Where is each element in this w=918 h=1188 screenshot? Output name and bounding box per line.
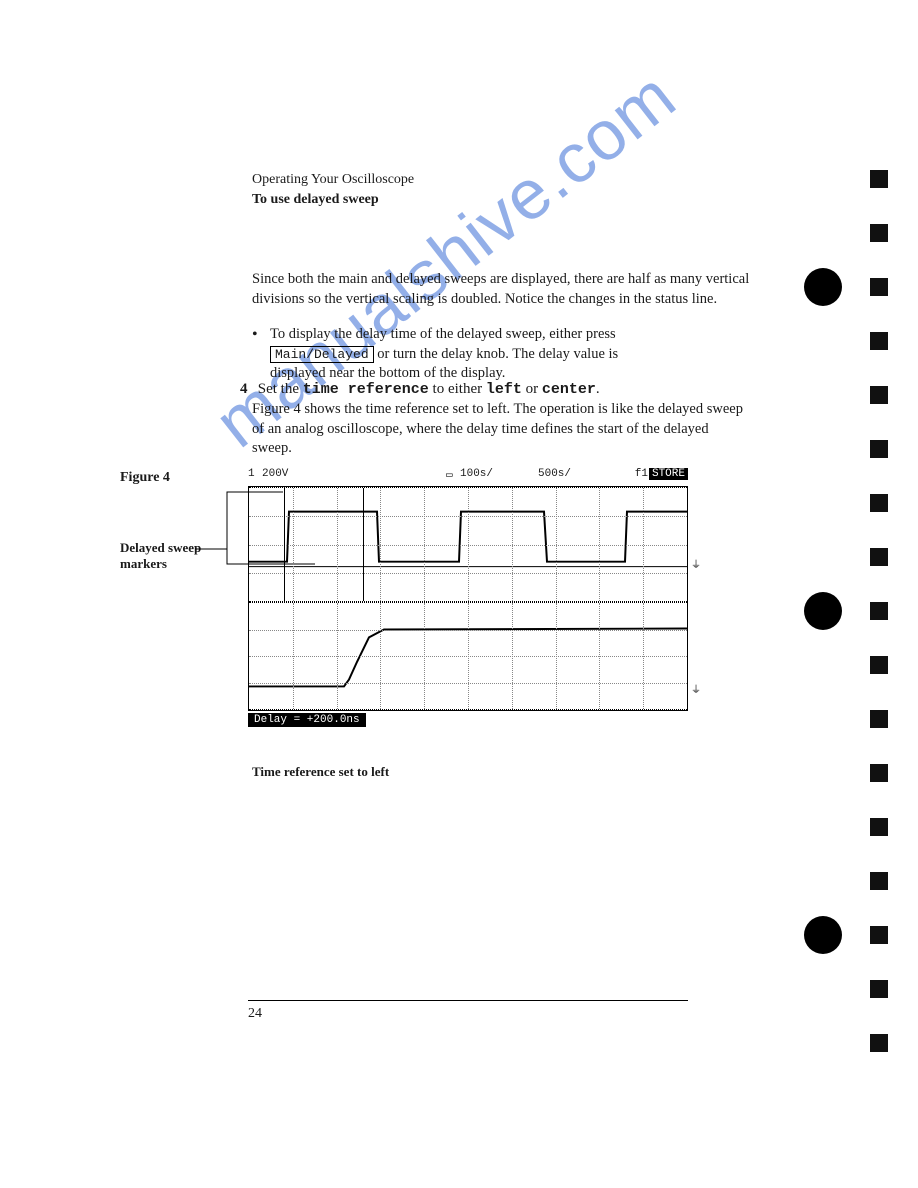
binder-square: [870, 602, 888, 620]
binder-square: [870, 926, 888, 944]
binder-square: [870, 548, 888, 566]
ground-icon-lower: ⏚: [691, 681, 701, 696]
scope-status-line: 1 200V ▭ 100s/ 500s/ f1 STORE: [248, 468, 688, 484]
status-trig: f1: [635, 468, 648, 480]
after-step-paragraph: Figure 4 shows the time reference set to…: [252, 400, 752, 459]
binder-square: [870, 494, 888, 512]
bullet-text-pre: To display the delay time of the delayed…: [270, 326, 616, 342]
binder-square: [870, 1034, 888, 1052]
scope-upper-plot: ⏚: [249, 487, 687, 602]
step-text-d: .: [596, 381, 600, 397]
binder-square: [870, 764, 888, 782]
marker-label-line2: markers: [120, 556, 167, 571]
bullet-text-post2: displayed near the bottom of the display…: [270, 365, 505, 381]
step-number: 4: [240, 381, 254, 398]
delay-marker-a: [284, 488, 285, 601]
status-channel: 1: [248, 468, 255, 480]
figure-caption: Time reference set to left: [252, 764, 389, 780]
header-chapter: Operating Your Oscilloscope: [252, 170, 414, 190]
status-time1: 100s/: [460, 468, 493, 480]
binder-square: [870, 710, 888, 728]
footer-rule: [248, 1000, 688, 1001]
binder-square: [870, 818, 888, 836]
step-text-c: or: [522, 381, 542, 397]
binder-square: [870, 224, 888, 242]
binder-square: [870, 440, 888, 458]
binder-dot: [804, 592, 842, 630]
delay-marker-b: [363, 488, 364, 601]
key-main-delayed: Main/Delayed: [270, 346, 374, 364]
bullet-block: To display the delay time of the delayed…: [252, 325, 752, 384]
binder-square: [870, 170, 888, 188]
step-mono-1: time reference: [303, 381, 429, 398]
binder-square: [870, 278, 888, 296]
marker-label-line1: Delayed sweep: [120, 540, 201, 555]
header-section: To use delayed sweep: [252, 190, 414, 210]
binder-dot: [804, 916, 842, 954]
binder-square: [870, 332, 888, 350]
intro-paragraph: Since both the main and delayed sweeps a…: [252, 270, 752, 309]
scope-lower-plot: ⏚: [249, 602, 687, 710]
page-header: Operating Your Oscilloscope To use delay…: [252, 170, 414, 209]
step-mono-2: left: [486, 381, 522, 398]
step-text-a: Set the: [258, 381, 303, 397]
step-text-b: to either: [429, 381, 486, 397]
delay-readout: Delay = +200.0ns: [248, 713, 366, 727]
step-mono-3: center: [542, 381, 596, 398]
marker-callout-label: Delayed sweep markers: [120, 540, 201, 571]
scope-screenshot: 1 200V ▭ 100s/ 500s/ f1 STORE: [248, 468, 688, 727]
binder-square: [870, 980, 888, 998]
status-time2: 500s/: [538, 468, 571, 480]
binder-square: [870, 386, 888, 404]
binder-square: [870, 872, 888, 890]
scope-frame: ⏚ ⏚: [248, 486, 688, 711]
bullet-text-post1: or turn the delay knob. The delay value …: [377, 346, 618, 362]
figure-label: Figure 4: [120, 470, 170, 486]
status-store: STORE: [649, 468, 688, 480]
binder-square: [870, 656, 888, 674]
step-4: 4 Set the time reference to either left …: [240, 381, 752, 398]
page-number: 24: [248, 1006, 262, 1022]
status-volts: 200V: [262, 468, 288, 480]
ground-icon: ⏚: [691, 556, 701, 571]
binder-holes: [848, 170, 888, 1088]
status-mode-icon: ▭: [446, 468, 453, 482]
binder-dot: [804, 268, 842, 306]
